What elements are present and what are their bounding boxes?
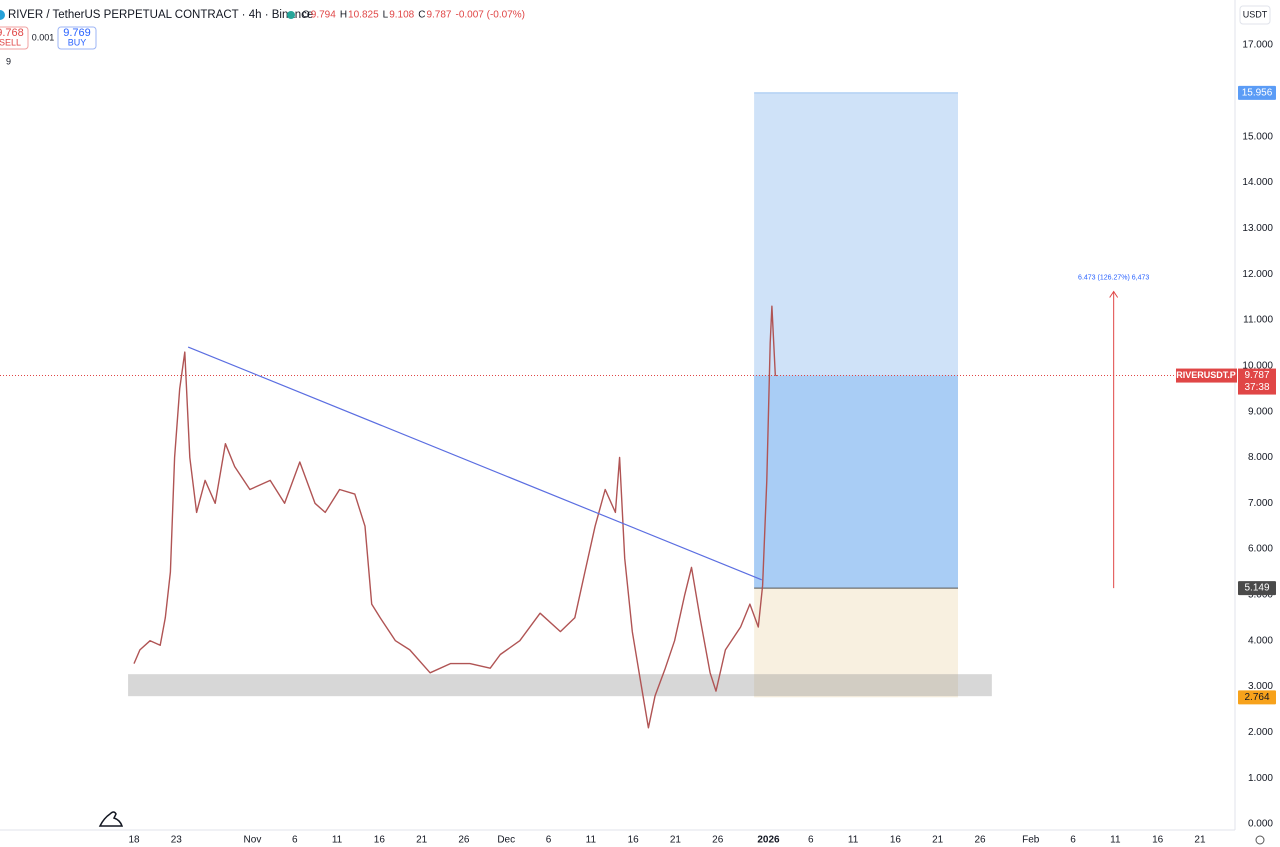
spread: 0.001: [32, 32, 55, 42]
x-tick-label: 21: [670, 835, 682, 846]
x-tick-label: 26: [974, 835, 986, 846]
sell-price[interactable]: 9.768: [0, 27, 24, 39]
x-tick-label: 18: [128, 835, 140, 846]
y-tick-label: 9.000: [1248, 406, 1273, 417]
entry-tag: 5.149: [1244, 583, 1269, 594]
buy-button[interactable]: [57, 26, 97, 50]
symbol-title[interactable]: RIVER / TetherUS PERPETUAL CONTRACT · 4h…: [8, 9, 313, 21]
y-tick-label: 7.000: [1248, 498, 1273, 509]
x-tick-label: 16: [374, 835, 386, 846]
x-tick-label: 16: [628, 835, 640, 846]
y-tick-label: 3.000: [1248, 681, 1273, 692]
sell-button[interactable]: [0, 26, 29, 50]
ohlc-key: L: [383, 10, 389, 21]
y-tick-label: 11.000: [1243, 315, 1273, 326]
y-tick-label: 10.000: [1242, 360, 1273, 371]
x-tick-label: 2026: [757, 835, 780, 846]
stop-zone: [754, 588, 959, 698]
trendline: [187, 346, 762, 581]
ohlc-key: C: [418, 10, 425, 21]
price-path: [133, 305, 778, 729]
currency-button[interactable]: [1239, 5, 1271, 25]
buy-price[interactable]: 9.769: [63, 27, 91, 39]
y-tick-label: 0.000: [1248, 819, 1273, 830]
x-tick-label: 11: [586, 835, 597, 846]
measure-label: 6.473 (126.27%) 6,473: [1078, 274, 1149, 281]
x-tick-label: 11: [848, 835, 859, 846]
buy-label[interactable]: BUY: [68, 37, 87, 47]
x-tick-label: 16: [890, 835, 902, 846]
x-tick-label: 26: [458, 835, 470, 846]
x-tick-label: 6: [808, 835, 814, 846]
entry-tag-bg: [1238, 581, 1276, 596]
x-tick-label: 6: [292, 835, 298, 846]
y-tick-label: 17.000: [1242, 40, 1273, 51]
y-tick-label: 12.000: [1242, 269, 1273, 280]
last-price-tag-bg: [1238, 368, 1276, 395]
x-tick-label: 21: [416, 835, 428, 846]
target-tag-bg: [1238, 85, 1276, 100]
countdown: 37:38: [1244, 382, 1269, 393]
target-tag: 15.956: [1242, 88, 1273, 99]
ohlc-key: H: [340, 10, 347, 21]
ohlc-key: O: [302, 10, 310, 21]
y-tick-label: 8.000: [1248, 452, 1273, 463]
x-tick-label: 16: [1152, 835, 1164, 846]
y-tick-label: 14.000: [1242, 177, 1273, 188]
y-tick-label: 4.000: [1248, 635, 1273, 646]
ohlc-value: 10.825: [348, 10, 379, 21]
y-tick-label: 6.000: [1248, 544, 1273, 555]
y-tick-label: 15.000: [1242, 131, 1273, 142]
y-tick-label: 2.000: [1248, 727, 1273, 738]
x-tick-label: 23: [171, 835, 183, 846]
last-price-tag: 9.787: [1244, 370, 1269, 381]
sell-label[interactable]: SELL: [0, 37, 21, 47]
symbol-tag: RIVERUSDT.P: [1176, 370, 1236, 380]
x-tick-label: Nov: [244, 835, 262, 846]
symbol-icon: [0, 10, 5, 20]
y-tick-label: 13.000: [1242, 223, 1273, 234]
x-tick-label: 21: [1194, 835, 1206, 846]
x-tick-label: Dec: [497, 835, 515, 846]
currency[interactable]: USDT: [1243, 9, 1268, 19]
indicator-count[interactable]: 9: [6, 56, 11, 66]
ohlc: O 9.794 H 10.825 L 9.108 C 9.787 -0.007 (-0.07%): [302, 10, 525, 21]
tv-logo[interactable]: [98, 811, 124, 827]
plot: 6.473 (126.27%) 6,473: [0, 92, 1235, 729]
stop-tag: 2.764: [1244, 692, 1269, 703]
y-tick-label: 1.000: [1248, 773, 1273, 784]
arrow-head: [1109, 290, 1119, 298]
stop-tag-bg: [1238, 690, 1276, 705]
x-tick-label: 6: [546, 835, 552, 846]
x-tick-label: 11: [1110, 835, 1121, 846]
status-dot: [287, 11, 295, 19]
ohlc-value: 9.794: [311, 10, 336, 21]
symbol-tag-bg: [1176, 368, 1237, 383]
x-tick-label: 26: [712, 835, 724, 846]
x-tick-label: 21: [932, 835, 944, 846]
change: -0.007 (-0.07%): [456, 10, 525, 21]
ohlc-value: 9.787: [426, 10, 451, 21]
settings-icon[interactable]: [1255, 835, 1265, 845]
support-zone: [128, 674, 992, 697]
profit-fill: [754, 375, 959, 589]
x-tick-label: 6: [1070, 835, 1076, 846]
x-tick-label: Feb: [1022, 835, 1040, 846]
ohlc-value: 9.108: [389, 10, 414, 21]
x-tick-label: 11: [332, 835, 343, 846]
